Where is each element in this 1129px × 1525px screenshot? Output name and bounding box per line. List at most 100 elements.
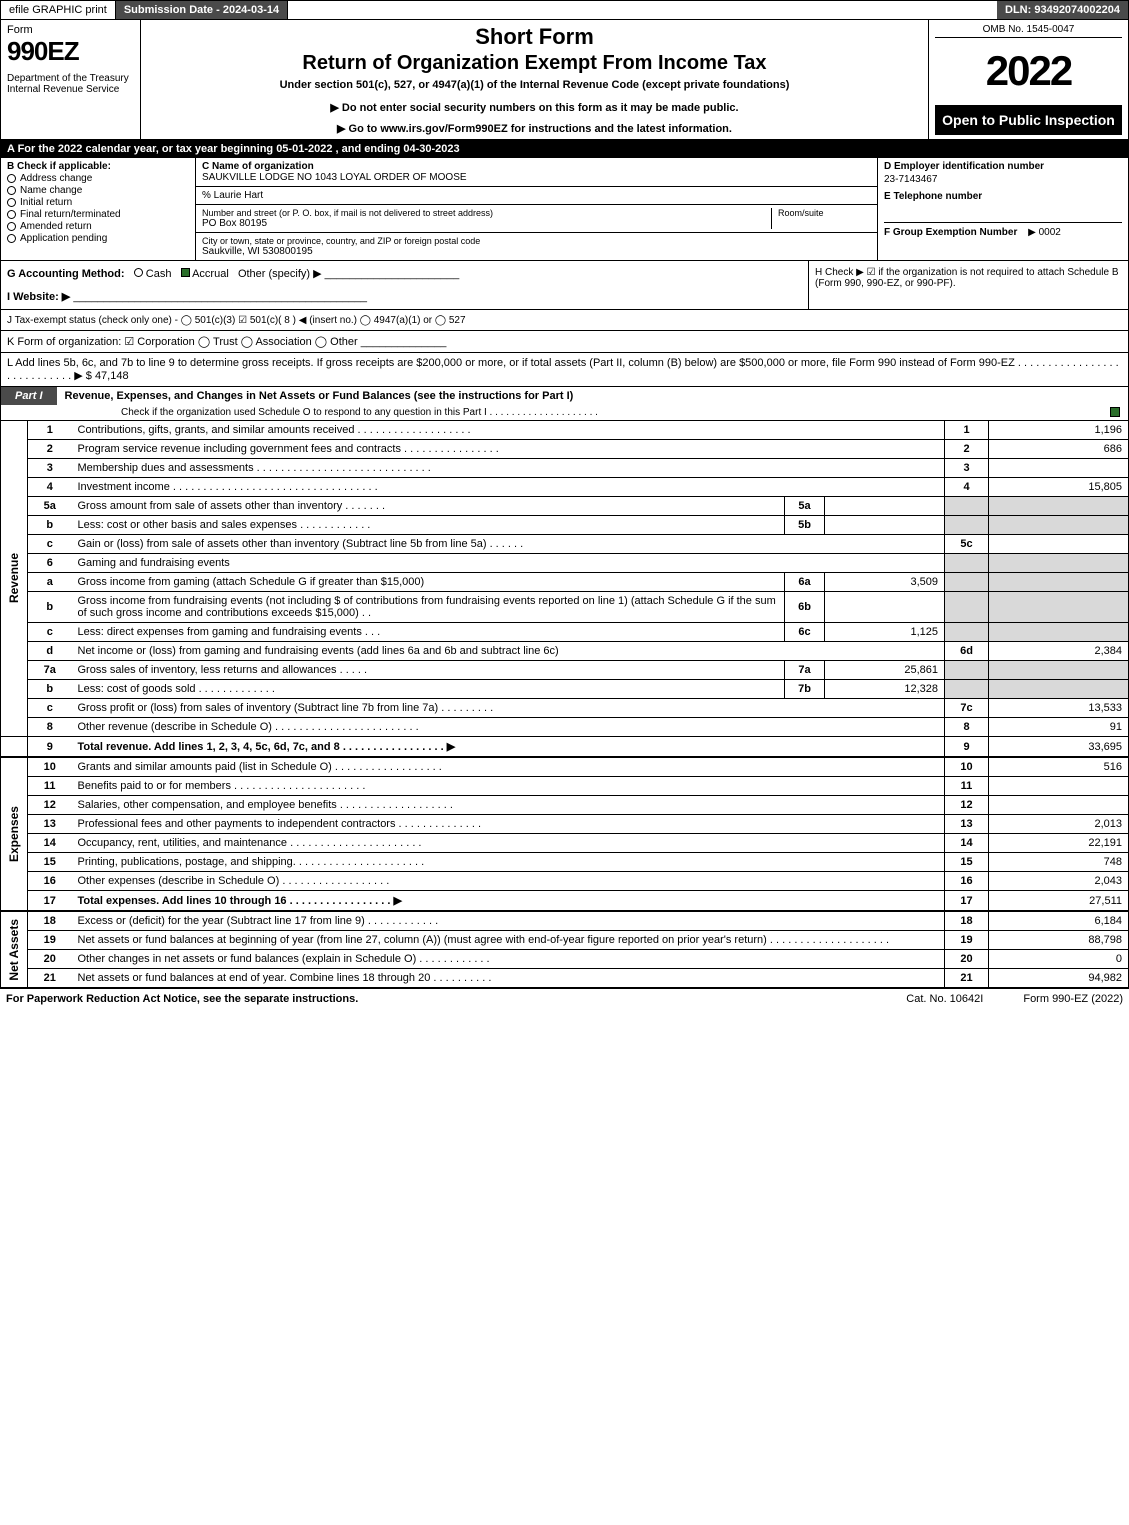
- form-number: 990EZ: [7, 36, 134, 67]
- line-5b: bLess: cost or other basis and sales exp…: [1, 516, 1129, 535]
- line-3: 3Membership dues and assessments . . . .…: [1, 459, 1129, 478]
- line-21: 21Net assets or fund balances at end of …: [1, 969, 1129, 988]
- chk-label: Amended return: [20, 221, 92, 232]
- line-6: 6Gaming and fundraising events: [1, 554, 1129, 573]
- chk-label: Initial return: [20, 197, 72, 208]
- line-4: 4Investment income . . . . . . . . . . .…: [1, 478, 1129, 497]
- part-title: Revenue, Expenses, and Changes in Net As…: [57, 387, 1128, 405]
- chk-final-return[interactable]: Final return/terminated: [7, 209, 189, 220]
- c-label: C Name of organization: [202, 161, 871, 172]
- chk-address-change[interactable]: Address change: [7, 173, 189, 184]
- ein-label: D Employer identification number: [884, 161, 1122, 172]
- col-c: C Name of organization SAUKVILLE LODGE N…: [196, 158, 878, 260]
- col-d: D Employer identification number 23-7143…: [878, 158, 1128, 260]
- line-18: Net Assets 18Excess or (deficit) for the…: [1, 911, 1129, 931]
- line-1: Revenue 1 Contributions, gifts, grants, …: [1, 421, 1129, 440]
- city: Saukville, WI 530800195: [202, 246, 871, 257]
- street: PO Box 80195: [202, 218, 771, 229]
- chk-application-pending[interactable]: Application pending: [7, 233, 189, 244]
- line-19: 19Net assets or fund balances at beginni…: [1, 931, 1129, 950]
- cash-label: Cash: [146, 268, 172, 280]
- form-header: Form 990EZ Department of the Treasury In…: [0, 20, 1129, 140]
- goto-link-text: ▶ Go to www.irs.gov/Form990EZ for instru…: [337, 123, 732, 135]
- g-accounting: G Accounting Method: Cash Accrual Other …: [1, 261, 808, 309]
- top-bar: efile GRAPHIC print Submission Date - 20…: [0, 0, 1129, 20]
- line-17: 17Total expenses. Add lines 10 through 1…: [1, 891, 1129, 912]
- line-13: 13Professional fees and other payments t…: [1, 815, 1129, 834]
- chk-label: Application pending: [20, 233, 107, 244]
- line-6b: bGross income from fundraising events (n…: [1, 592, 1129, 623]
- chk-label: Address change: [20, 173, 92, 184]
- l-text: L Add lines 5b, 6c, and 7b to line 9 to …: [7, 357, 1119, 382]
- row-k: K Form of organization: ☑ Corporation ◯ …: [0, 331, 1129, 353]
- line-14: 14Occupancy, rent, utilities, and mainte…: [1, 834, 1129, 853]
- block-bcd: B Check if applicable: Address change Na…: [0, 158, 1129, 261]
- j-text: J Tax-exempt status (check only one) - ◯…: [7, 315, 466, 326]
- chk-cash[interactable]: [134, 268, 143, 277]
- chk-amended-return[interactable]: Amended return: [7, 221, 189, 232]
- part-tab: Part I: [1, 387, 57, 405]
- open-to-public: Open to Public Inspection: [935, 105, 1122, 135]
- paperwork-notice: For Paperwork Reduction Act Notice, see …: [6, 993, 358, 1005]
- line-20: 20Other changes in net assets or fund ba…: [1, 950, 1129, 969]
- page-footer: For Paperwork Reduction Act Notice, see …: [0, 988, 1129, 1009]
- chk-name-change[interactable]: Name change: [7, 185, 189, 196]
- line-7a: 7aGross sales of inventory, less returns…: [1, 661, 1129, 680]
- header-right: OMB No. 1545-0047 2022 Open to Public In…: [928, 20, 1128, 139]
- chk-initial-return[interactable]: Initial return: [7, 197, 189, 208]
- efile-label: efile GRAPHIC print: [9, 4, 107, 16]
- line-12: 12Salaries, other compensation, and empl…: [1, 796, 1129, 815]
- line-5c: cGain or (loss) from sale of assets othe…: [1, 535, 1129, 554]
- row-gh: G Accounting Method: Cash Accrual Other …: [0, 261, 1129, 310]
- header-center: Short Form Return of Organization Exempt…: [141, 20, 928, 139]
- care-of: % Laurie Hart: [196, 187, 877, 205]
- city-label: City or town, state or province, country…: [202, 236, 871, 246]
- ein: 23-7143467: [884, 174, 1122, 185]
- line-10: Expenses 10Grants and similar amounts pa…: [1, 757, 1129, 777]
- line-8: 8Other revenue (describe in Schedule O) …: [1, 718, 1129, 737]
- h-check: H Check ▶ ☑ if the organization is not r…: [808, 261, 1128, 309]
- under-section: Under section 501(c), 527, or 4947(a)(1)…: [151, 79, 918, 91]
- line-6d: dNet income or (loss) from gaming and fu…: [1, 642, 1129, 661]
- chk-label: Name change: [20, 185, 82, 196]
- dln-label: DLN: 93492074002204: [1005, 4, 1120, 16]
- line-15: 15Printing, publications, postage, and s…: [1, 853, 1129, 872]
- part-sub: Check if the organization used Schedule …: [1, 405, 1128, 420]
- form-ref: Form 990-EZ (2022): [1023, 993, 1123, 1005]
- street-label: Number and street (or P. O. box, if mail…: [202, 208, 771, 218]
- efile-print[interactable]: efile GRAPHIC print: [1, 1, 116, 19]
- line-7c: cGross profit or (loss) from sales of in…: [1, 699, 1129, 718]
- submission-label: Submission Date - 2024-03-14: [124, 4, 279, 16]
- return-title: Return of Organization Exempt From Incom…: [151, 52, 918, 75]
- chk-accrual[interactable]: [181, 268, 190, 277]
- tax-year: 2022: [935, 38, 1122, 105]
- b-label: B Check if applicable:: [7, 161, 189, 172]
- line-7b: bLess: cost of goods sold . . . . . . . …: [1, 680, 1129, 699]
- expenses-label: Expenses: [7, 806, 21, 862]
- other-label: Other (specify) ▶: [238, 268, 322, 280]
- row-l: L Add lines 5b, 6c, and 7b to line 9 to …: [0, 353, 1129, 387]
- group-label: F Group Exemption Number: [884, 227, 1017, 238]
- col-b: B Check if applicable: Address change Na…: [1, 158, 196, 260]
- room-label: Room/suite: [778, 208, 871, 218]
- org-name-block: C Name of organization SAUKVILLE LODGE N…: [196, 158, 877, 187]
- line-2: 2Program service revenue including gover…: [1, 440, 1129, 459]
- submission-date: Submission Date - 2024-03-14: [116, 1, 288, 19]
- line-11: 11Benefits paid to or for members . . . …: [1, 777, 1129, 796]
- street-block: Number and street (or P. O. box, if mail…: [196, 205, 877, 233]
- line-16: 16Other expenses (describe in Schedule O…: [1, 872, 1129, 891]
- accrual-label: Accrual: [192, 268, 229, 280]
- g-label: G Accounting Method:: [7, 268, 125, 280]
- org-name: SAUKVILLE LODGE NO 1043 LOYAL ORDER OF M…: [202, 172, 871, 183]
- line-6c: cLess: direct expenses from gaming and f…: [1, 623, 1129, 642]
- net-assets-label: Net Assets: [7, 919, 21, 981]
- cat-no: Cat. No. 10642I: [906, 993, 983, 1005]
- h-text: H Check ▶ ☑ if the organization is not r…: [815, 267, 1119, 289]
- goto-link[interactable]: ▶ Go to www.irs.gov/Form990EZ for instru…: [151, 122, 918, 135]
- l-value: 47,148: [95, 370, 129, 382]
- schedule-o-check[interactable]: [1110, 407, 1120, 417]
- section-a-text: A For the 2022 calendar year, or tax yea…: [7, 143, 460, 155]
- part-i-header: Part I Revenue, Expenses, and Changes in…: [0, 387, 1129, 421]
- header-left: Form 990EZ Department of the Treasury In…: [1, 20, 141, 139]
- part-i-table: Revenue 1 Contributions, gifts, grants, …: [0, 421, 1129, 988]
